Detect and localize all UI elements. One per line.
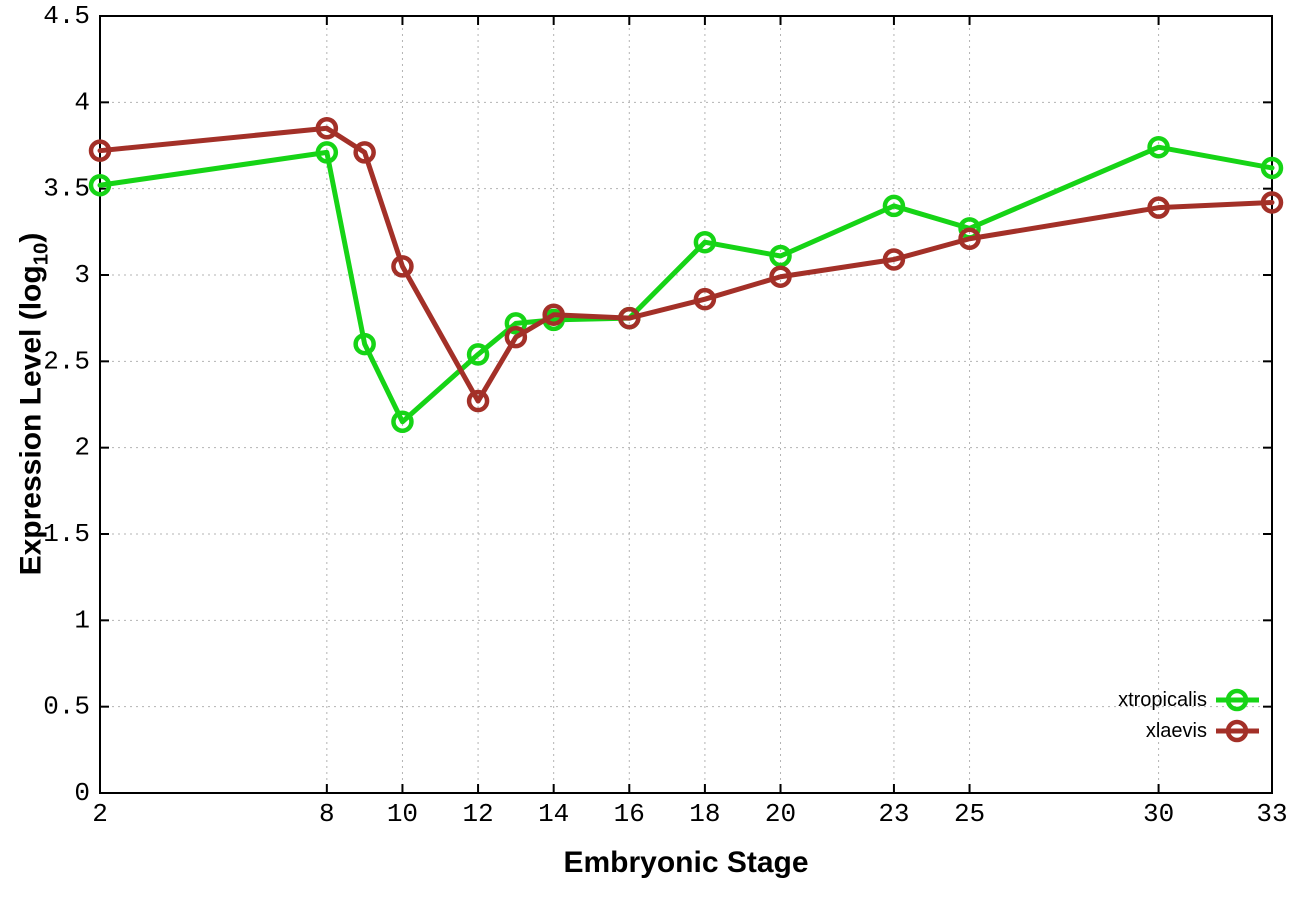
x-tick-label: 10 xyxy=(387,799,418,829)
marker-xlaevis xyxy=(391,255,414,278)
y-tick-label: 1.5 xyxy=(43,519,90,549)
plot-border xyxy=(99,15,1273,794)
y-tick-label: 3.5 xyxy=(43,174,90,204)
marker-xlaevis xyxy=(542,303,565,326)
marker-xtropicalis xyxy=(353,332,376,356)
x-axis-title: Embryonic Stage xyxy=(563,846,809,879)
y-tick-label: 2 xyxy=(74,433,90,463)
y-axis-title-end: ) xyxy=(14,232,48,243)
y-axis-title-subscript: 10 xyxy=(30,242,53,266)
marker-xtropicalis xyxy=(882,194,906,218)
marker-xlaevis xyxy=(1260,191,1284,214)
y-tick-label: 2.5 xyxy=(43,346,90,376)
y-tick-label: 1 xyxy=(74,605,90,635)
marker-xlaevis xyxy=(618,306,641,330)
x-tick-label: 14 xyxy=(538,799,569,829)
marker-xlaevis xyxy=(958,227,981,250)
legend-sample-marker-xlaevis xyxy=(1225,719,1249,743)
marker-xtropicalis xyxy=(88,173,112,197)
x-tick-label: 33 xyxy=(1256,799,1287,829)
x-tick-label: 20 xyxy=(765,799,796,829)
y-tick-label: 0.5 xyxy=(43,692,90,722)
marker-xlaevis xyxy=(315,116,339,140)
series-line-xtropicalis xyxy=(97,144,1275,425)
marker-xlaevis xyxy=(504,325,528,349)
x-tick-label: 12 xyxy=(462,799,493,829)
x-tick-label: 30 xyxy=(1143,799,1174,829)
marker-xtropicalis xyxy=(315,141,339,164)
marker-xlaevis xyxy=(353,141,376,164)
legend-sample-marker-xtropicalis xyxy=(1225,688,1249,712)
marker-xtropicalis xyxy=(504,312,528,335)
y-tick-label: 4 xyxy=(74,87,90,117)
marker-xtropicalis xyxy=(391,410,414,434)
marker-xlaevis xyxy=(1147,196,1170,219)
x-tick-label: 2 xyxy=(92,799,108,829)
x-tick-label: 8 xyxy=(319,799,335,829)
series-line-xlaevis xyxy=(97,125,1275,404)
marker-xlaevis xyxy=(88,139,112,162)
marker-xlaevis xyxy=(769,265,792,288)
marker-xlaevis xyxy=(693,287,717,311)
marker-xtropicalis xyxy=(693,230,717,254)
marker-xtropicalis xyxy=(466,343,490,366)
marker-xlaevis xyxy=(882,248,906,271)
x-tick-label: 16 xyxy=(614,799,645,829)
legend-label-xlaevis: xlaevis xyxy=(1146,720,1207,742)
y-tick-label: 4.5 xyxy=(43,1,90,31)
x-tick-label: 18 xyxy=(689,799,720,829)
marker-xlaevis xyxy=(466,389,490,413)
y-axis-title-main: Expression Level (log xyxy=(14,265,48,576)
x-tick-label: 23 xyxy=(878,799,909,829)
marker-xtropicalis xyxy=(1147,135,1170,159)
y-tick-label: 0 xyxy=(74,778,90,808)
marker-xtropicalis xyxy=(1260,156,1284,180)
marker-xtropicalis xyxy=(769,244,792,268)
legend-label-xtropicalis: xtropicalis xyxy=(1118,689,1207,711)
x-tick-label: 25 xyxy=(954,799,985,829)
y-axis-title-text: Expression Level (log10) xyxy=(15,233,54,576)
y-tick-label: 3 xyxy=(74,260,90,290)
